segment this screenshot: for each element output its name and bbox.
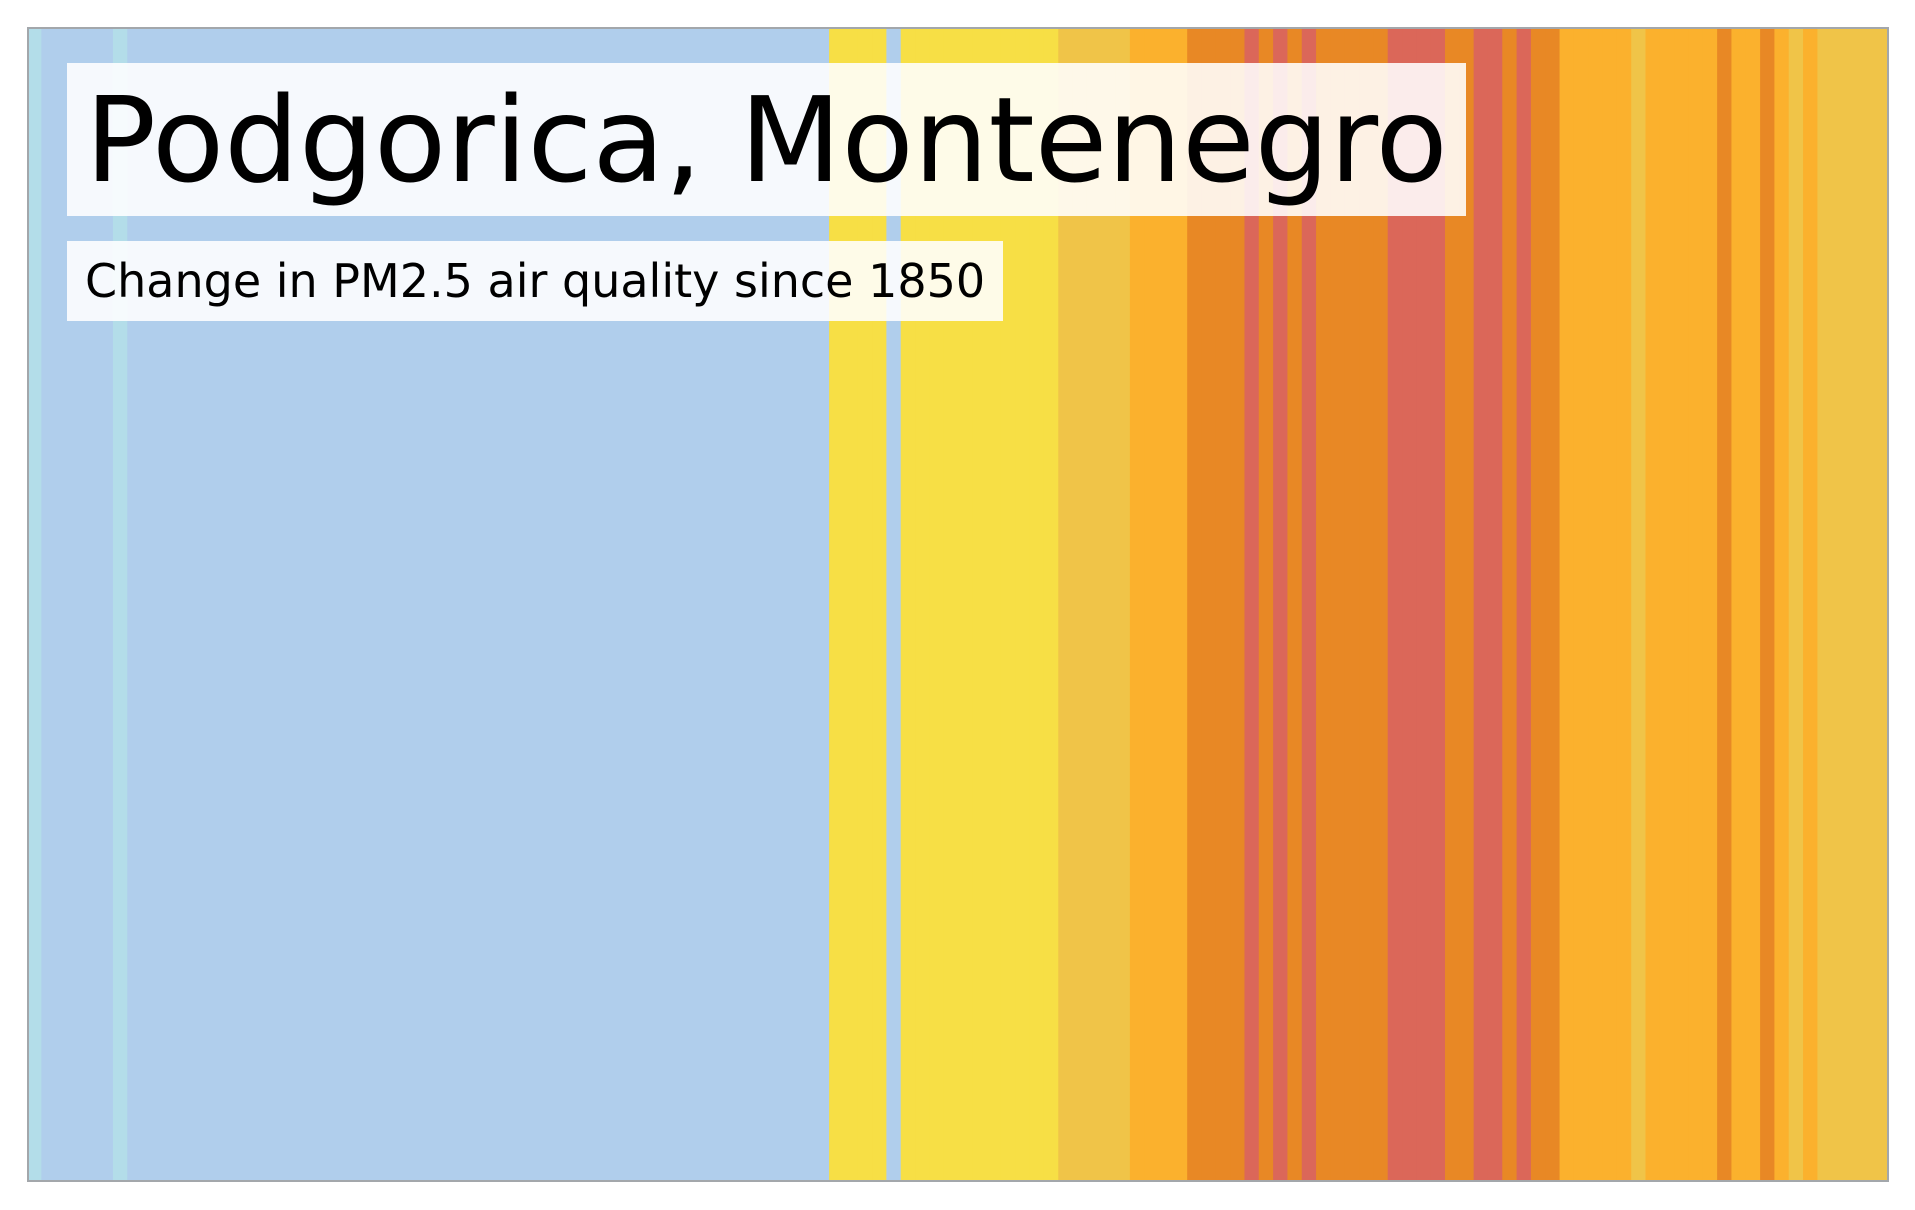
stripe-bar <box>1230 27 1246 1182</box>
stripe-bar <box>1215 27 1231 1182</box>
stripe-bar <box>1129 27 1145 1182</box>
stripe-bar <box>1316 27 1331 1182</box>
stripe-bar <box>1874 27 1889 1182</box>
stripe-bar <box>1487 27 1503 1182</box>
stripe-bar <box>1029 27 1045 1182</box>
stripe-bar <box>1144 27 1160 1182</box>
stripe-bar <box>41 27 57 1182</box>
stripe-bar <box>1817 27 1833 1182</box>
stripe-bar <box>1645 27 1661 1182</box>
stripe-bar <box>1416 27 1432 1182</box>
stripe-bar <box>1287 27 1303 1182</box>
stripe-bar <box>1172 27 1188 1182</box>
stripe-bar <box>1301 27 1317 1182</box>
stripe-bar <box>1344 27 1360 1182</box>
stripe-bar <box>1387 27 1403 1182</box>
stripe-bar <box>1831 27 1847 1182</box>
chart-subtitle: Change in PM2.5 air quality since 1850 <box>85 254 986 308</box>
stripe-bar <box>1860 27 1876 1182</box>
stripe-bar <box>1330 27 1346 1182</box>
stripe-bar <box>1158 27 1174 1182</box>
stripe-bar <box>1659 27 1675 1182</box>
stripe-bar <box>1373 27 1389 1182</box>
stripe-bar <box>1273 27 1289 1182</box>
stripe-bar <box>1101 27 1117 1182</box>
stripe-bar <box>1631 27 1647 1182</box>
stripe-bar <box>1115 27 1131 1182</box>
stripe-bar <box>1430 27 1446 1182</box>
stripe-bar <box>1674 27 1690 1182</box>
chart-title: Podgorica, Montenegro <box>85 70 1448 209</box>
stripe-bar <box>1502 27 1518 1182</box>
subtitle-box: Change in PM2.5 air quality since 1850 <box>67 241 1004 321</box>
title-box: Podgorica, Montenegro <box>67 63 1466 216</box>
stripe-bar <box>1774 27 1790 1182</box>
stripe-bar <box>1258 27 1274 1182</box>
stripe-bar <box>1015 27 1031 1182</box>
stripe-bar <box>1573 27 1589 1182</box>
stripe-bar <box>1803 27 1818 1182</box>
stripe-bar <box>1201 27 1217 1182</box>
stripe-bar <box>1545 27 1561 1182</box>
stripe-bar <box>1788 27 1804 1182</box>
stripe-bar <box>1473 27 1489 1182</box>
stripe-bar <box>1072 27 1088 1182</box>
stripe-bar <box>1359 27 1374 1182</box>
stripe-bar <box>1760 27 1776 1182</box>
stripe-bar <box>1530 27 1546 1182</box>
stripe-bar <box>1000 27 1016 1182</box>
stripe-bar <box>1244 27 1260 1182</box>
stripe-bar <box>1846 27 1861 1182</box>
stripe-bar <box>1086 27 1102 1182</box>
stripe-bar <box>1043 27 1059 1182</box>
stripe-bar <box>1731 27 1747 1182</box>
stripe-bar <box>1187 27 1203 1182</box>
stripe-bar <box>1745 27 1761 1182</box>
stripe-bar <box>1402 27 1417 1182</box>
stripe-bar <box>55 27 71 1182</box>
stripe-bar <box>1588 27 1604 1182</box>
stripe-bar <box>1717 27 1733 1182</box>
stripe-bar <box>1058 27 1074 1182</box>
stripe-bar <box>1459 27 1475 1182</box>
stripe-bar <box>1516 27 1532 1182</box>
stripe-bar <box>1688 27 1704 1182</box>
stripe-bar <box>1616 27 1632 1182</box>
stripe-bar <box>1702 27 1718 1182</box>
stripe-bar <box>1602 27 1618 1182</box>
stripe-bar <box>1559 27 1575 1182</box>
stripe-bar <box>1444 27 1460 1182</box>
stripe-bar <box>27 27 42 1182</box>
